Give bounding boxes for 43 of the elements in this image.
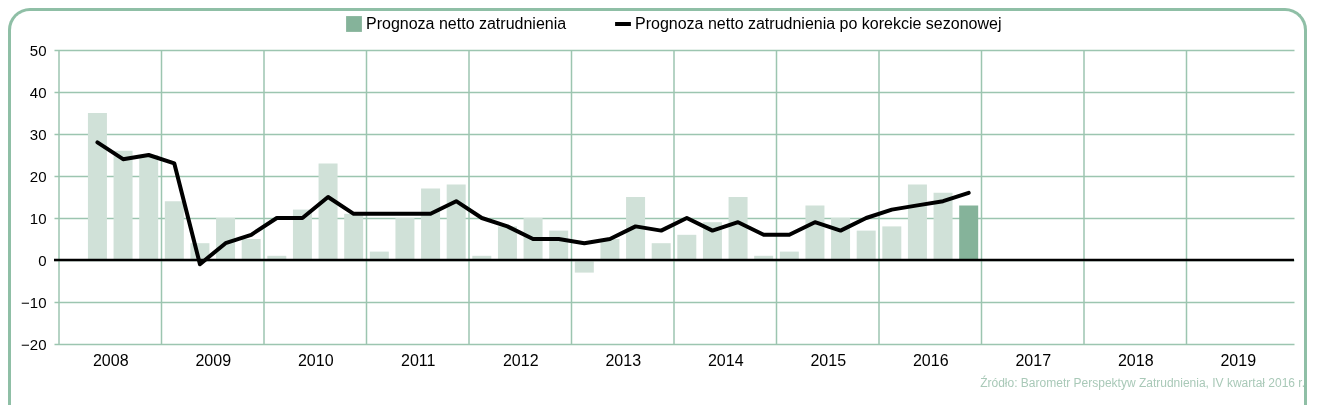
bar (574, 260, 594, 273)
y-tick-label: 10 (29, 209, 47, 227)
legend-label: Prognoza netto zatrudnienia (366, 15, 567, 32)
x-tick-label: 2017 (1015, 351, 1052, 369)
bar (728, 197, 748, 260)
x-tick-label: 2012 (502, 351, 539, 369)
bar (241, 239, 261, 260)
x-tick-label: 2008 (92, 351, 129, 369)
bar (318, 163, 338, 260)
bar (446, 184, 466, 260)
bar (87, 113, 107, 260)
bar (344, 213, 364, 260)
bar (959, 205, 979, 260)
y-tick-label: −10 (21, 293, 47, 311)
y-tick-label: 30 (29, 125, 47, 143)
bar (856, 230, 876, 260)
x-tick-label: 2011 (401, 351, 436, 369)
bar (677, 234, 697, 260)
legend-label: Prognoza netto zatrudnienia po korekcie sezonowej (635, 15, 1002, 32)
x-tick-label: 2016 (912, 351, 949, 369)
x-tick-label: 2013 (605, 351, 642, 369)
y-tick-label: 40 (29, 83, 47, 101)
x-tick-label: 2015 (810, 351, 847, 369)
bar (651, 243, 671, 260)
y-tick-label: 0 (38, 251, 47, 269)
y-tick-label: −20 (21, 335, 47, 353)
bar (907, 184, 927, 260)
x-tick-label: 2019 (1220, 351, 1257, 369)
bar (164, 201, 184, 260)
bar (421, 188, 441, 260)
x-tick-label: 2014 (707, 351, 744, 369)
bar (626, 197, 646, 260)
x-tick-label: 2010 (297, 351, 334, 369)
bar (139, 155, 159, 260)
y-tick-label: 20 (29, 167, 47, 185)
x-tick-label: 2009 (195, 351, 232, 369)
x-tick-label: 2018 (1117, 351, 1154, 369)
bar (933, 192, 953, 260)
bar (395, 218, 415, 260)
bar (882, 226, 902, 260)
text: Źródło: Barometr Perspektyw Zatrudnienia, IV kwartał 2016 r. (980, 376, 1305, 390)
y-tick-label: 50 (29, 41, 47, 59)
bar (113, 150, 133, 260)
